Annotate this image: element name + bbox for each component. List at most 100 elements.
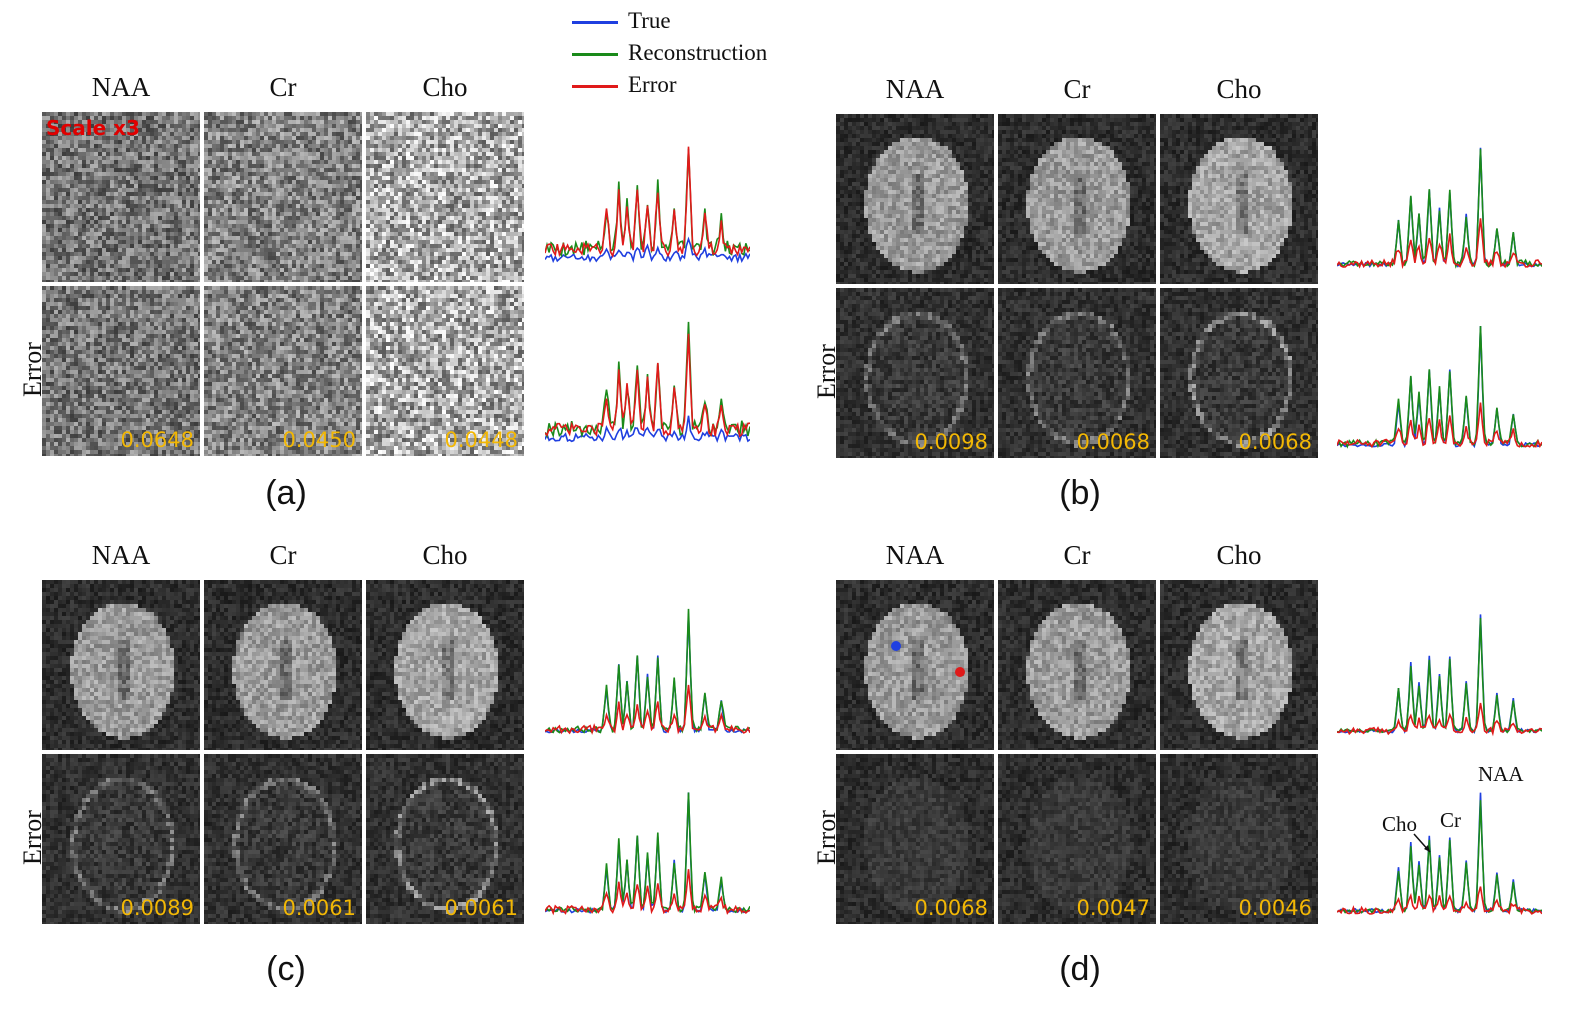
tile-image bbox=[1160, 114, 1318, 284]
column-header-cr: Cr bbox=[998, 540, 1156, 571]
tile-image bbox=[204, 754, 362, 924]
column-header-cr: Cr bbox=[204, 72, 362, 103]
spectrum-line-true bbox=[544, 236, 751, 264]
peak-label-naa: NAA bbox=[1478, 762, 1524, 787]
tile-image bbox=[998, 114, 1156, 284]
spectrum-line-error bbox=[544, 333, 751, 438]
spectrum-plot bbox=[1336, 147, 1543, 270]
legend-swatch-error bbox=[572, 85, 618, 88]
tile-image bbox=[366, 580, 524, 750]
column-header-cho: Cho bbox=[366, 540, 524, 571]
error-value: 0.0061 bbox=[283, 896, 356, 920]
error-tile-cho: 0.0046 bbox=[1160, 754, 1318, 924]
map-tile-cho bbox=[1160, 114, 1318, 284]
error-tile-cr: 0.0061 bbox=[204, 754, 362, 924]
tile-image bbox=[1160, 580, 1318, 750]
spectrum-bottom bbox=[1336, 304, 1543, 458]
error-tile-naa: 0.0068 bbox=[836, 754, 994, 924]
spectrum-top bbox=[1336, 124, 1543, 278]
scale-tag: Scale x3 bbox=[46, 116, 140, 140]
spectrum-top bbox=[544, 590, 751, 744]
tile-image bbox=[204, 112, 362, 282]
arrow-icon bbox=[1413, 833, 1431, 853]
tile-image bbox=[1160, 754, 1318, 924]
map-tile-naa: Scale x3 bbox=[42, 112, 200, 282]
spectrum-line-reconstruction bbox=[544, 792, 751, 915]
legend-label-reconstruction: Reconstruction bbox=[628, 40, 767, 66]
column-header-naa: NAA bbox=[836, 540, 994, 571]
legend-item-reconstruction: Reconstruction bbox=[572, 40, 812, 68]
spectrum-line-reconstruction bbox=[1336, 325, 1543, 449]
map-tile-naa bbox=[42, 580, 200, 750]
tile-image bbox=[998, 580, 1156, 750]
legend-label-error: Error bbox=[628, 72, 677, 98]
peak-label-cho: Cho bbox=[1382, 812, 1417, 837]
spectrum-line-reconstruction bbox=[1336, 800, 1543, 915]
column-header-naa: NAA bbox=[42, 72, 200, 103]
spectrum-bottom bbox=[544, 770, 751, 924]
column-header-cho: Cho bbox=[366, 72, 524, 103]
voxel-marker-red bbox=[955, 667, 965, 677]
spectrum-line-true bbox=[1336, 147, 1543, 268]
tile-image bbox=[42, 580, 200, 750]
error-tile-cho: 0.0061 bbox=[366, 754, 524, 924]
tile-image bbox=[998, 754, 1156, 924]
spectrum-line-error bbox=[1336, 886, 1543, 916]
spectrum-plot bbox=[544, 792, 751, 916]
spectrum-plot bbox=[1336, 614, 1543, 737]
spectrum-line-true bbox=[544, 415, 751, 444]
error-value: 0.0098 bbox=[915, 430, 988, 454]
error-value: 0.0046 bbox=[1239, 896, 1312, 920]
error-tile-cho: 0.0068 bbox=[1160, 288, 1318, 458]
error-value: 0.0068 bbox=[1077, 430, 1150, 454]
spectrum-top bbox=[1336, 590, 1543, 744]
map-tile-naa bbox=[836, 114, 994, 284]
tile-image bbox=[42, 754, 200, 924]
column-header-cr: Cr bbox=[204, 540, 362, 571]
tile-image bbox=[836, 754, 994, 924]
tile-image bbox=[836, 114, 994, 284]
legend-item-true: True bbox=[572, 8, 812, 36]
spectrum-plot bbox=[1336, 792, 1543, 916]
spectrum-line-error bbox=[1336, 218, 1543, 270]
panel-caption: (c) bbox=[246, 950, 326, 989]
spectrum-plot bbox=[1336, 325, 1543, 449]
legend-swatch-true bbox=[572, 21, 618, 24]
spectrum-bottom bbox=[544, 302, 751, 456]
spectrum-plot bbox=[544, 321, 751, 444]
error-tile-cr: 0.0450 bbox=[204, 286, 362, 456]
spectrum-line-error bbox=[544, 146, 751, 258]
spectrum-line-error bbox=[544, 869, 751, 916]
map-tile-cr bbox=[204, 580, 362, 750]
panel-caption: (d) bbox=[1040, 950, 1120, 989]
error-tile-cr: 0.0047 bbox=[998, 754, 1156, 924]
map-tile-cr bbox=[998, 580, 1156, 750]
legend-item-error: Error bbox=[572, 72, 812, 100]
error-value: 0.0448 bbox=[445, 428, 518, 452]
error-value: 0.0089 bbox=[121, 896, 194, 920]
spectrum-plot bbox=[544, 146, 751, 264]
tile-image bbox=[366, 286, 524, 456]
column-header-naa: NAA bbox=[42, 540, 200, 571]
tile-image bbox=[366, 112, 524, 282]
spectrum-line-error bbox=[1336, 402, 1543, 449]
map-tile-cho bbox=[366, 580, 524, 750]
column-header-cho: Cho bbox=[1160, 540, 1318, 571]
tile-image bbox=[204, 580, 362, 750]
tile-image bbox=[42, 112, 200, 282]
spectrum-line-error bbox=[1336, 702, 1543, 737]
tile-image bbox=[204, 286, 362, 456]
error-value: 0.0061 bbox=[445, 896, 518, 920]
panel-caption: (b) bbox=[1040, 474, 1120, 513]
column-header-cho: Cho bbox=[1160, 74, 1318, 105]
column-header-cr: Cr bbox=[998, 74, 1156, 105]
error-tile-naa: 0.0098 bbox=[836, 288, 994, 458]
map-tile-cr bbox=[204, 112, 362, 282]
panel-caption: (a) bbox=[246, 474, 326, 513]
legend-label-true: True bbox=[628, 8, 671, 34]
tile-image bbox=[1160, 288, 1318, 458]
spectrum-line-reconstruction bbox=[1336, 617, 1543, 734]
error-tile-naa: 0.0089 bbox=[42, 754, 200, 924]
spectrum-line-error bbox=[544, 684, 751, 736]
tile-image bbox=[998, 288, 1156, 458]
